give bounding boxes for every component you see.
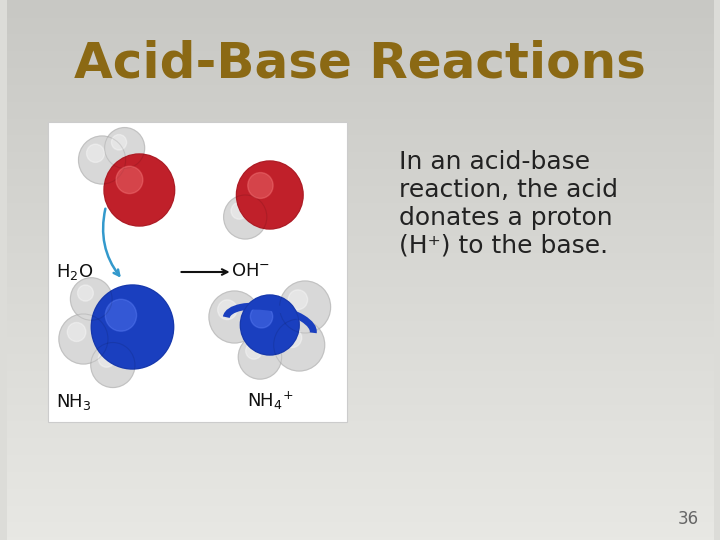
- Text: NH$_4$$^{+}$: NH$_4$$^{+}$: [246, 390, 293, 412]
- Text: NH$_3$: NH$_3$: [56, 392, 91, 412]
- Circle shape: [86, 144, 104, 163]
- Circle shape: [238, 335, 282, 379]
- Circle shape: [209, 291, 260, 343]
- Circle shape: [282, 328, 302, 348]
- Circle shape: [104, 154, 175, 226]
- Text: In an acid-base: In an acid-base: [399, 150, 590, 174]
- Circle shape: [78, 285, 94, 301]
- Circle shape: [279, 281, 330, 333]
- Text: 36: 36: [678, 510, 698, 528]
- Circle shape: [91, 285, 174, 369]
- Circle shape: [78, 136, 125, 184]
- Circle shape: [251, 305, 273, 328]
- Text: OH$^{-}$: OH$^{-}$: [230, 262, 270, 280]
- Text: (H⁺) to the base.: (H⁺) to the base.: [399, 234, 608, 258]
- Circle shape: [288, 290, 307, 309]
- Circle shape: [112, 134, 127, 150]
- Circle shape: [224, 195, 267, 239]
- Circle shape: [67, 322, 86, 341]
- Circle shape: [240, 295, 300, 355]
- Circle shape: [217, 300, 237, 320]
- Circle shape: [248, 173, 273, 198]
- Circle shape: [99, 350, 115, 367]
- Circle shape: [236, 161, 303, 229]
- Circle shape: [246, 342, 262, 359]
- Bar: [48, 122, 347, 422]
- Circle shape: [105, 299, 137, 331]
- Circle shape: [116, 166, 143, 194]
- Text: Acid-Base Reactions: Acid-Base Reactions: [74, 40, 646, 88]
- Circle shape: [104, 127, 145, 168]
- Circle shape: [231, 202, 248, 219]
- Text: H$_2$O: H$_2$O: [56, 262, 94, 282]
- Circle shape: [71, 278, 112, 320]
- Text: donates a proton: donates a proton: [399, 206, 613, 230]
- Circle shape: [59, 314, 108, 364]
- Text: reaction, the acid: reaction, the acid: [399, 178, 618, 202]
- Circle shape: [91, 342, 135, 388]
- Circle shape: [274, 319, 325, 371]
